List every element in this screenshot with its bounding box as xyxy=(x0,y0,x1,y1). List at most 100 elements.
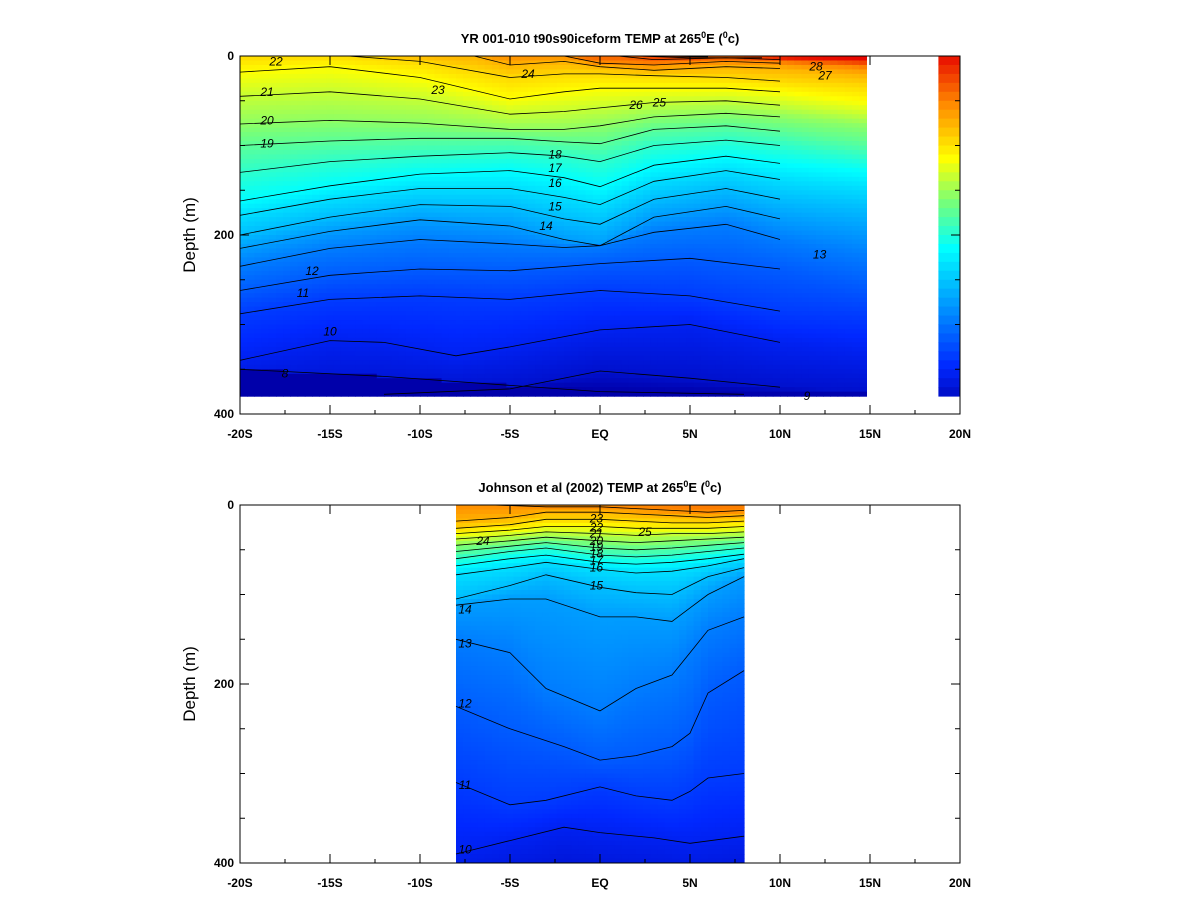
field-cell xyxy=(556,163,565,169)
field-cell xyxy=(405,167,414,173)
field-cell xyxy=(420,181,428,187)
field-cell xyxy=(312,194,320,200)
field-cell xyxy=(657,96,666,102)
field-cell xyxy=(247,275,255,281)
field-cell xyxy=(261,132,270,138)
field-cell xyxy=(621,337,630,344)
field-cell xyxy=(528,199,536,205)
field-cell xyxy=(535,203,543,209)
field-cell xyxy=(247,342,255,348)
field-cell xyxy=(405,369,414,375)
field-cell xyxy=(542,257,551,263)
field-cell xyxy=(290,306,299,312)
field-cell xyxy=(686,176,695,182)
field-cell xyxy=(276,261,284,267)
field-cell xyxy=(470,123,479,129)
field-cell xyxy=(247,185,255,191)
field-cell xyxy=(319,176,327,182)
field-cell xyxy=(304,387,313,393)
field-cell xyxy=(492,243,500,250)
field-cell xyxy=(686,369,695,375)
field-cell xyxy=(564,248,572,254)
field-cell xyxy=(456,270,464,276)
field-cell xyxy=(492,306,500,312)
field-cell xyxy=(585,163,594,169)
field-cell xyxy=(340,373,349,379)
field-cell xyxy=(405,145,414,151)
field-cell xyxy=(556,275,565,281)
field-cell xyxy=(247,355,255,361)
field-cell xyxy=(362,167,371,173)
field-cell xyxy=(391,279,399,285)
field-cell xyxy=(290,194,299,200)
field-cell xyxy=(355,163,363,169)
field-cell xyxy=(254,69,263,75)
field-cell xyxy=(254,387,263,393)
field-cell xyxy=(297,172,306,178)
field-cell xyxy=(621,226,630,232)
field-cell xyxy=(261,235,270,241)
field-cell xyxy=(643,163,651,169)
field-cell xyxy=(549,279,558,285)
field-cell xyxy=(254,346,263,352)
field-cell xyxy=(650,154,659,160)
field-cell xyxy=(261,185,270,191)
field-cell xyxy=(391,73,399,79)
field-cell xyxy=(492,315,500,321)
field-cell xyxy=(348,333,356,339)
field-cell xyxy=(405,355,414,361)
field-cell xyxy=(448,167,457,173)
field-cell xyxy=(657,172,666,178)
field-cell xyxy=(376,141,385,147)
field-cell xyxy=(427,203,435,209)
field-cell xyxy=(686,391,695,397)
field-cell xyxy=(268,127,277,133)
field-cell xyxy=(427,163,435,169)
field-cell xyxy=(528,181,536,187)
field-cell xyxy=(564,221,572,227)
field-cell xyxy=(513,100,522,106)
field-cell xyxy=(492,293,500,299)
field-cell xyxy=(693,252,702,258)
field-cell xyxy=(499,154,507,160)
field-cell xyxy=(528,342,536,348)
field-cell xyxy=(513,163,522,169)
field-cell xyxy=(427,279,435,285)
field-cell xyxy=(434,275,443,281)
field-cell xyxy=(506,311,515,317)
field-cell xyxy=(700,73,709,79)
field-cell xyxy=(578,297,587,303)
field-cell xyxy=(348,114,356,120)
field-cell xyxy=(672,360,680,366)
field-cell xyxy=(290,235,299,241)
field-cell xyxy=(650,364,659,370)
field-cell xyxy=(304,154,313,160)
field-cell xyxy=(528,149,536,156)
field-cell xyxy=(441,199,450,205)
field-cell xyxy=(326,382,335,388)
field-cell xyxy=(405,199,414,205)
field-cell xyxy=(463,302,471,308)
field-cell xyxy=(398,114,407,120)
field-cell xyxy=(535,185,543,191)
field-cell xyxy=(448,266,457,272)
field-cell xyxy=(470,297,479,303)
field-cell xyxy=(592,270,601,276)
field-cell xyxy=(297,69,306,75)
field-cell xyxy=(261,154,270,160)
field-cell xyxy=(499,391,507,397)
field-cell xyxy=(441,360,450,366)
field-cell xyxy=(283,167,291,173)
field-cell xyxy=(693,333,702,339)
field-cell xyxy=(679,270,687,276)
field-cell xyxy=(571,257,579,263)
field-cell xyxy=(254,141,263,147)
field-cell xyxy=(355,382,363,388)
field-cell xyxy=(708,141,716,147)
field-cell xyxy=(362,96,371,102)
field-cell xyxy=(621,279,630,285)
field-cell xyxy=(700,284,709,290)
field-cell xyxy=(412,387,421,393)
field-cell xyxy=(549,221,558,227)
field-cell xyxy=(513,297,522,303)
